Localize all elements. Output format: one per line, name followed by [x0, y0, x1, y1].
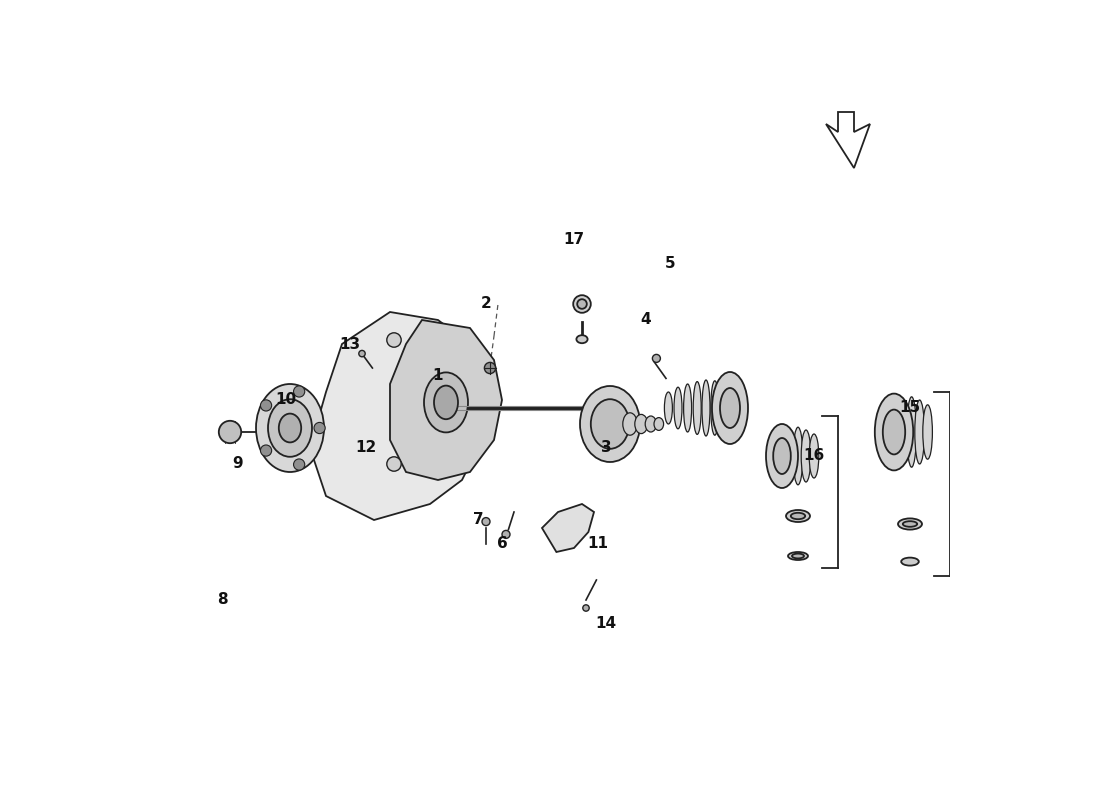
- Ellipse shape: [387, 333, 402, 347]
- Polygon shape: [390, 320, 502, 480]
- Ellipse shape: [903, 522, 917, 527]
- Circle shape: [294, 386, 305, 397]
- Ellipse shape: [654, 418, 663, 430]
- Ellipse shape: [711, 381, 718, 435]
- Ellipse shape: [766, 424, 797, 488]
- Ellipse shape: [387, 457, 402, 471]
- Ellipse shape: [424, 372, 468, 432]
- Ellipse shape: [923, 405, 933, 459]
- Text: 9: 9: [233, 457, 243, 471]
- Ellipse shape: [720, 388, 740, 428]
- Text: 2: 2: [481, 297, 492, 311]
- Ellipse shape: [792, 554, 804, 558]
- Polygon shape: [826, 112, 870, 168]
- Ellipse shape: [583, 605, 590, 611]
- Ellipse shape: [901, 558, 918, 566]
- Ellipse shape: [702, 380, 710, 436]
- Text: 11: 11: [587, 537, 608, 551]
- Ellipse shape: [693, 382, 701, 434]
- Ellipse shape: [683, 384, 692, 432]
- Text: 13: 13: [340, 337, 361, 351]
- Ellipse shape: [899, 400, 909, 464]
- Text: 7: 7: [473, 513, 483, 527]
- Ellipse shape: [573, 295, 591, 313]
- Ellipse shape: [718, 383, 727, 433]
- Ellipse shape: [219, 421, 241, 443]
- Ellipse shape: [778, 434, 786, 478]
- Ellipse shape: [874, 394, 913, 470]
- Ellipse shape: [788, 552, 808, 560]
- Ellipse shape: [773, 438, 791, 474]
- Circle shape: [261, 400, 272, 411]
- Text: 4: 4: [640, 313, 651, 327]
- Ellipse shape: [889, 405, 899, 459]
- Ellipse shape: [268, 399, 312, 457]
- Ellipse shape: [883, 410, 905, 454]
- Ellipse shape: [652, 354, 660, 362]
- Text: 16: 16: [803, 449, 825, 463]
- Ellipse shape: [482, 518, 490, 526]
- Text: 12: 12: [355, 441, 376, 455]
- Text: 15: 15: [900, 401, 921, 415]
- Ellipse shape: [801, 430, 811, 482]
- Text: 8: 8: [217, 593, 228, 607]
- Text: 3: 3: [601, 441, 612, 455]
- Text: 5: 5: [664, 257, 675, 271]
- Ellipse shape: [646, 416, 657, 432]
- Text: 10: 10: [275, 393, 297, 407]
- Ellipse shape: [623, 413, 637, 435]
- Ellipse shape: [791, 513, 805, 519]
- Ellipse shape: [664, 392, 672, 424]
- Polygon shape: [310, 312, 486, 520]
- Ellipse shape: [793, 427, 803, 485]
- Ellipse shape: [502, 530, 510, 538]
- Ellipse shape: [674, 387, 682, 429]
- Ellipse shape: [898, 518, 922, 530]
- Ellipse shape: [580, 386, 640, 462]
- Ellipse shape: [786, 510, 810, 522]
- Ellipse shape: [635, 414, 648, 434]
- Ellipse shape: [256, 384, 324, 472]
- Circle shape: [294, 459, 305, 470]
- Text: 1: 1: [432, 369, 443, 383]
- Circle shape: [261, 445, 272, 456]
- Text: 17: 17: [563, 233, 584, 247]
- Polygon shape: [542, 504, 594, 552]
- Ellipse shape: [712, 372, 748, 444]
- Ellipse shape: [915, 400, 924, 464]
- Ellipse shape: [785, 430, 795, 482]
- Ellipse shape: [578, 299, 586, 309]
- Ellipse shape: [434, 386, 458, 419]
- Text: 14: 14: [595, 617, 617, 631]
- Circle shape: [314, 422, 326, 434]
- Ellipse shape: [484, 362, 496, 374]
- Ellipse shape: [906, 397, 916, 467]
- Ellipse shape: [359, 350, 365, 357]
- Ellipse shape: [810, 434, 818, 478]
- Text: 6: 6: [496, 537, 507, 551]
- Ellipse shape: [591, 399, 629, 449]
- Ellipse shape: [278, 414, 301, 442]
- Ellipse shape: [576, 335, 587, 343]
